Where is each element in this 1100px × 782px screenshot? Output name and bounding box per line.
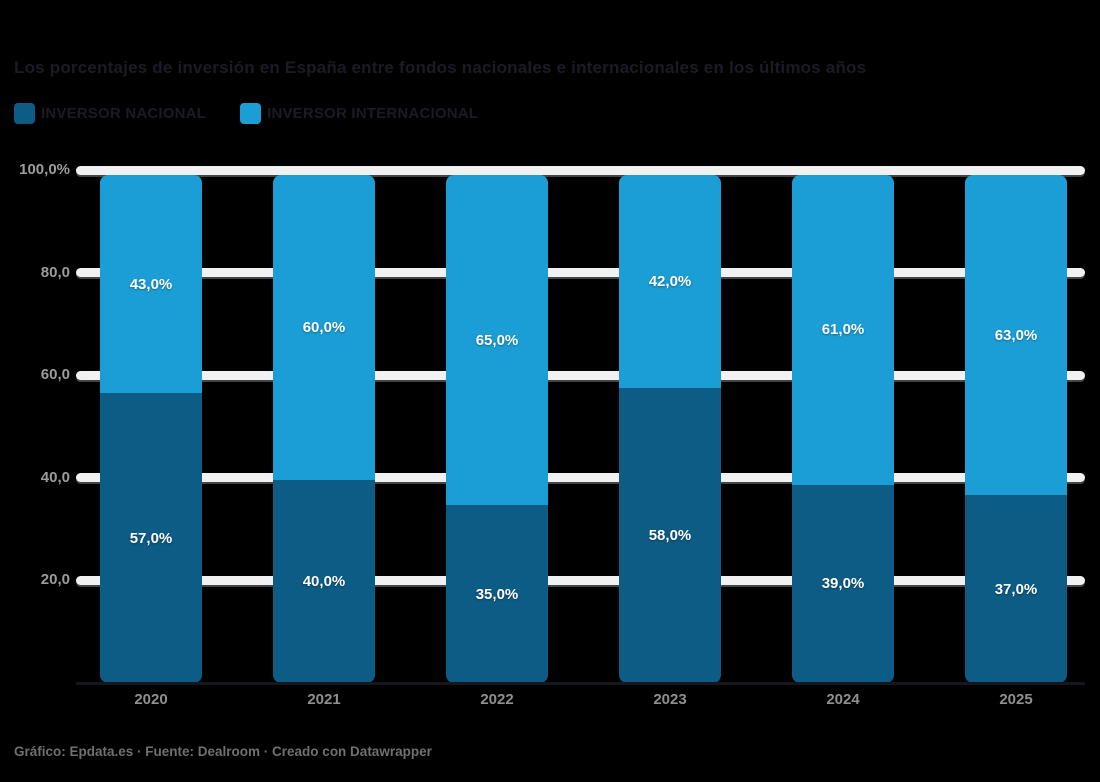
x-axis-label-2021: 2021 bbox=[307, 691, 341, 708]
segment-value-label: 42,0% bbox=[648, 273, 692, 291]
segment-nacional-2024[interactable]: 39,0% bbox=[792, 484, 894, 683]
legend-item-nacional: INVERSOR NACIONAL bbox=[14, 103, 206, 124]
x-axis-label-2023: 2023 bbox=[653, 691, 687, 708]
segment-nacional-2022[interactable]: 35,0% bbox=[446, 505, 548, 683]
grid-line-40 bbox=[76, 473, 1085, 483]
segment-value-label: 65,0% bbox=[475, 331, 519, 349]
segment-nacional-2025[interactable]: 37,0% bbox=[965, 495, 1067, 683]
legend-label-internacional: INVERSOR INTERNACIONAL bbox=[267, 105, 479, 122]
segment-nacional-2020[interactable]: 57,0% bbox=[100, 393, 202, 683]
legend-label-nacional: INVERSOR NACIONAL bbox=[41, 105, 207, 122]
grid-line-100 bbox=[76, 165, 1085, 175]
segment-nacional-2023[interactable]: 58,0% bbox=[619, 388, 721, 683]
segment-value-label: 39,0% bbox=[821, 575, 865, 593]
x-axis-label-2022: 2022 bbox=[480, 691, 514, 708]
segment-nacional-2021[interactable]: 40,0% bbox=[273, 479, 375, 683]
plot-area: 43,0% 57,0% 60,0% 40,0% 65,0% 35,0% 42,0% 58,0%… bbox=[76, 165, 1085, 683]
y-axis-tick-label-80: 80,0 bbox=[40, 263, 70, 281]
segment-value-label: 58,0% bbox=[648, 527, 692, 545]
x-axis-label-2020: 2020 bbox=[134, 691, 168, 708]
x-axis-label-2025: 2025 bbox=[999, 691, 1033, 708]
grid-line-20 bbox=[76, 575, 1085, 585]
bar-2022: 65,0% 35,0% bbox=[446, 175, 548, 683]
grid-line-60 bbox=[76, 370, 1085, 380]
bar-2024: 61,0% 39,0% bbox=[792, 175, 894, 683]
x-axis-label-2024: 2024 bbox=[826, 691, 860, 708]
segment-value-label: 43,0% bbox=[129, 275, 173, 293]
segment-internacional-2023[interactable]: 42,0% bbox=[619, 175, 721, 389]
bar-2020: 43,0% 57,0% bbox=[100, 175, 202, 683]
segment-internacional-2022[interactable]: 65,0% bbox=[446, 175, 548, 506]
segment-internacional-2020[interactable]: 43,0% bbox=[100, 175, 202, 394]
chart-title: Los porcentajes de inversión en España e… bbox=[14, 58, 867, 77]
y-axis-tick-label-100: 100,0% bbox=[19, 161, 70, 178]
segment-internacional-2024[interactable]: 61,0% bbox=[792, 175, 894, 485]
bar-2025: 63,0% 37,0% bbox=[965, 175, 1067, 683]
legend-swatch-internacional-icon bbox=[240, 103, 262, 124]
bar-2023: 42,0% 58,0% bbox=[619, 175, 721, 683]
segment-value-label: 57,0% bbox=[129, 529, 173, 547]
y-axis-tick-label-20: 20,0 bbox=[40, 571, 70, 589]
y-axis-tick-label-40: 40,0 bbox=[40, 468, 70, 486]
legend: INVERSOR NACIONAL INVERSOR INTERNACIONAL bbox=[14, 103, 478, 124]
legend-item-internacional: INVERSOR INTERNACIONAL bbox=[240, 103, 478, 124]
segment-value-label: 63,0% bbox=[994, 326, 1038, 344]
x-axis-line bbox=[76, 682, 1085, 685]
segment-value-label: 61,0% bbox=[821, 321, 865, 339]
segment-internacional-2021[interactable]: 60,0% bbox=[273, 175, 375, 480]
segment-value-label: 60,0% bbox=[302, 318, 346, 336]
attribution-footer: Gráfico: Epdata.es · Fuente: Dealroom · … bbox=[14, 744, 432, 759]
segment-value-label: 40,0% bbox=[302, 572, 346, 590]
segment-value-label: 37,0% bbox=[994, 580, 1038, 598]
grid-line-80 bbox=[76, 268, 1085, 278]
segment-value-label: 35,0% bbox=[475, 585, 519, 603]
legend-swatch-nacional-icon bbox=[14, 103, 35, 124]
bar-2021: 60,0% 40,0% bbox=[273, 175, 375, 683]
y-axis-tick-label-60: 60,0 bbox=[40, 366, 70, 384]
segment-internacional-2025[interactable]: 63,0% bbox=[965, 175, 1067, 496]
